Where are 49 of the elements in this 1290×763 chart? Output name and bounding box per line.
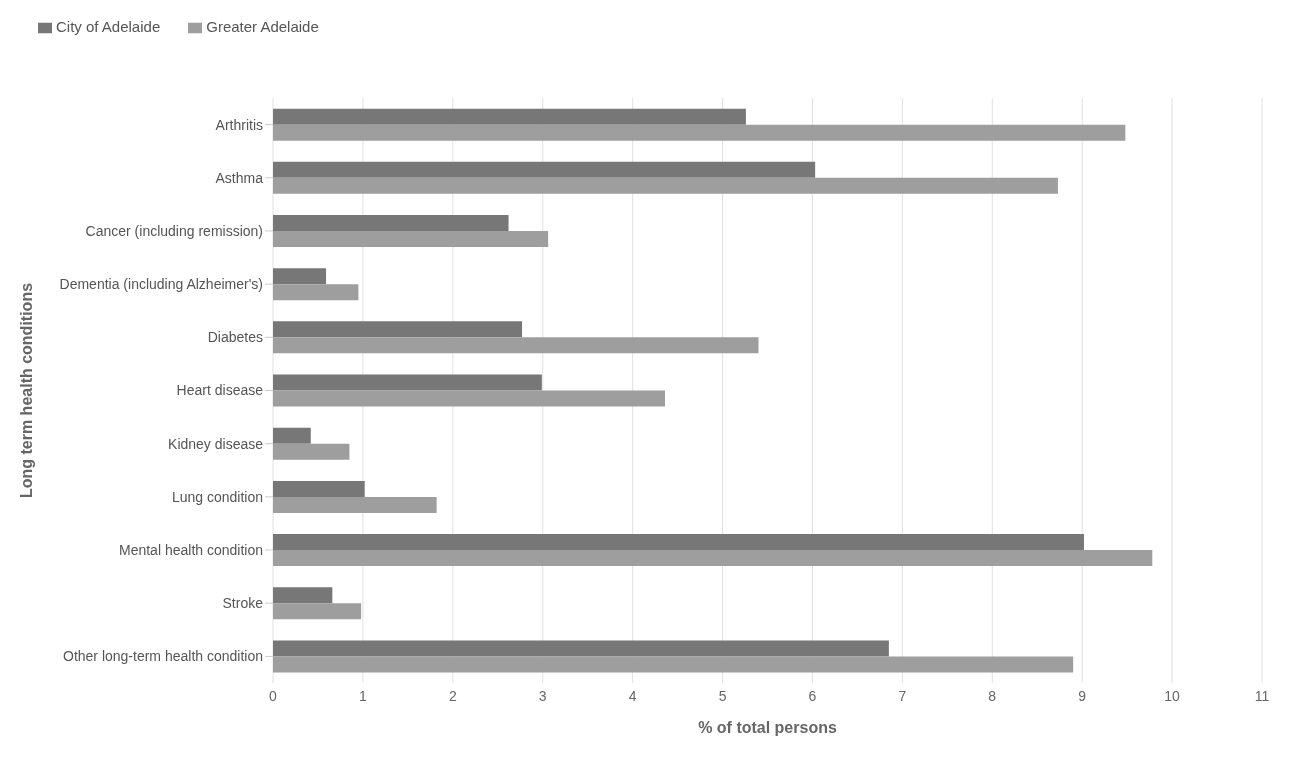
y-axis-title: Long term health conditions [17, 282, 35, 499]
legend-label: Greater Adelaide [206, 18, 319, 35]
x-tick-label: 7 [898, 687, 907, 704]
x-tick-label: 0 [269, 687, 278, 704]
x-tick-label: 1 [359, 687, 368, 704]
y-tick-label: Kidney disease [168, 435, 264, 452]
bar [273, 284, 359, 301]
y-tick-label: Asthma [215, 169, 264, 186]
bar [273, 656, 1074, 673]
y-tick-label: Stroke [222, 595, 264, 612]
bar [273, 177, 1058, 194]
bar [273, 215, 509, 231]
bar [273, 443, 350, 460]
bar [273, 108, 746, 125]
y-tick-label: Arthritis [215, 116, 263, 133]
y-tick-label: Cancer (including remission) [85, 222, 263, 239]
x-tick-label: 5 [718, 687, 727, 704]
x-tick-label: 9 [1078, 687, 1087, 704]
x-tick-label: 11 [1254, 687, 1270, 704]
bar [273, 640, 889, 657]
bar [273, 587, 333, 604]
x-tick-label: 4 [628, 687, 637, 704]
x-tick-label: 10 [1164, 687, 1181, 704]
bar [273, 534, 1084, 551]
bar [273, 124, 1126, 141]
bar [273, 603, 362, 620]
legend-label: City of Adelaide [56, 18, 161, 35]
x-tick-label: 2 [448, 687, 457, 704]
x-tick-label: 6 [808, 687, 817, 704]
bar [273, 480, 365, 497]
bar [273, 268, 327, 285]
bar [273, 550, 1153, 567]
x-tick-label: 3 [538, 687, 547, 704]
bar [273, 337, 759, 354]
x-axis-title: % of total persons [698, 719, 837, 736]
bar [273, 161, 816, 178]
x-tick-label: 8 [988, 687, 997, 704]
y-tick-label: Dementia (including Alzheimer's) [59, 276, 263, 293]
y-tick-label: Mental health condition [119, 542, 263, 559]
bar [273, 390, 665, 407]
bar [273, 231, 549, 247]
y-tick-label: Diabetes [207, 329, 263, 346]
bar [273, 496, 437, 513]
bar [273, 321, 523, 338]
bar [273, 427, 311, 444]
y-tick-label: Heart disease [176, 382, 264, 399]
y-tick-label: Other long-term health condition [63, 648, 263, 665]
bar [273, 374, 542, 391]
y-tick-label: Lung condition [171, 488, 263, 505]
